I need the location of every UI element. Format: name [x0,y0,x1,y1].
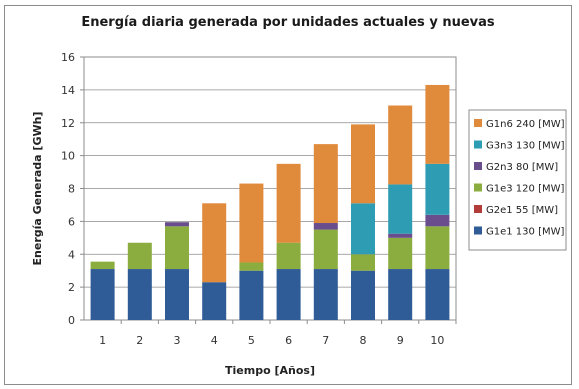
legend-swatch [474,205,482,213]
x-tick-label: 3 [174,334,181,347]
y-tick-label: 16 [61,51,75,64]
bar-segment [165,226,189,270]
x-tick-label: 2 [136,334,143,347]
y-axis-title: Energía Generada [GWh] [31,112,44,266]
y-tick-label: 2 [68,281,75,294]
bar-segment [351,124,375,204]
bar-segment [90,261,115,270]
x-tick-label: 8 [360,334,367,347]
y-tick-label: 0 [68,314,75,327]
x-tick-label: 5 [248,334,255,347]
legend-swatch [474,226,482,235]
bar-segment [239,270,264,320]
x-tick-label: 7 [322,334,329,347]
y-tick-label: 8 [68,183,75,196]
legend-swatch [474,162,482,170]
bar-segment [388,105,413,185]
legend-label: G1n6 240 [MW] [486,119,565,130]
legend-label: G2e1 55 [MW] [486,205,558,216]
bar-segment [239,183,264,263]
bar-segment [425,84,450,164]
x-axis-title: Tiempo [Años] [225,364,315,377]
legend-label: G1e3 120 [MW] [486,184,564,195]
legend-swatch [474,140,482,149]
x-tick-label: 4 [211,334,218,347]
y-tick-label: 10 [61,150,75,163]
chart-title: Energía diaria generada por unidades act… [81,15,495,30]
bar-segment [425,226,450,270]
bar-segment [202,203,227,283]
bar-segment [276,163,301,243]
x-tick-label: 9 [397,334,404,347]
bar-segment [425,214,450,227]
bar-segment [388,233,413,238]
bar-segment [239,262,264,271]
legend-label: G1e1 130 [MW] [486,227,564,238]
bar-segment [388,237,413,270]
bar-segment [127,242,152,270]
y-tick-label: 4 [68,248,75,261]
x-tick-label: 10 [430,334,444,347]
bar-segment [165,222,189,227]
bar-segment [313,269,338,320]
bar-segment [313,229,338,270]
bar-segment [127,269,152,320]
bar-segment [90,269,115,320]
bar-segment [276,242,301,270]
legend-swatch [474,119,482,127]
legend-label: G3n3 130 [MW] [486,141,565,152]
bar-segment [388,184,413,234]
bar-segment [165,269,189,320]
legend-box [468,109,567,251]
bar-segment [351,254,375,271]
bar-segment [276,269,301,320]
bar-segment [351,270,375,320]
y-tick-label: 12 [61,117,75,130]
bar-segment [202,282,227,320]
legend-swatch [474,183,482,192]
y-tick-label: 6 [68,215,75,228]
x-tick-label: 1 [99,334,106,347]
bar-segment [351,203,375,255]
y-tick-label: 14 [61,84,75,97]
bar-segment [425,163,450,215]
bar-segment [388,269,413,320]
x-tick-label: 6 [285,334,292,347]
bar-segment [313,144,338,224]
legend-label: G2n3 80 [MW] [486,162,558,173]
bar-segment [313,223,338,230]
bar-segment [425,269,450,320]
